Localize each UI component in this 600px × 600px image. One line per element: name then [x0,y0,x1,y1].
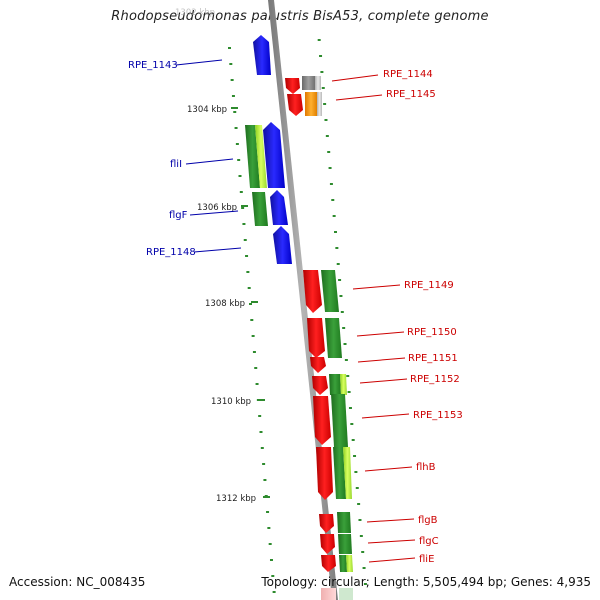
axis-tick-label: 1310 kbp [211,397,251,407]
axis-tick-label: 1302 kbp [175,8,215,18]
gene-arrow-RPE_1148[interactable] [273,226,292,264]
homolog-block [305,92,317,116]
leader-line [357,357,406,363]
gene-label-RPE_1153[interactable]: RPE_1153 [413,410,463,421]
leader-line [352,284,401,290]
gene-arrow-RPE_1149[interactable] [303,270,322,313]
conserved-block [333,447,346,499]
leader-line [361,413,410,419]
conserved-block [255,125,267,188]
gene-arrow-RPE_1153[interactable] [313,396,331,445]
reverse-strand-genes [285,76,353,600]
gene-arrow-fliE[interactable] [321,555,336,572]
accession-label: Accession: [9,575,73,589]
gene-arrow-flgF[interactable] [270,190,288,225]
leader-line [335,94,383,101]
homolog-block [302,76,315,90]
conserved-block [329,374,341,395]
leader-line [331,74,379,82]
conserved-block [325,318,342,358]
genome-title: Rhodopseudomonas palustris BisA53, compl… [111,9,489,24]
axis-tick-label: 1312 kbp [216,494,256,504]
gene-label-RPE_1152[interactable]: RPE_1152 [410,374,460,385]
leader-line [359,378,408,384]
topology-value: circular [321,575,366,589]
gene-arrow-RPE_1143[interactable] [253,35,271,75]
gene-arrow-RPE_1152[interactable] [312,376,328,395]
label-leaders [175,59,416,563]
scale-dashes [228,39,367,593]
gene-labels: RPE_1143 fliI flgF RPE_1148 RPE_1144 RPE… [128,60,463,565]
gene-arrow-RPE_1150[interactable] [307,318,325,358]
conserved-block [252,192,268,226]
accession-info: Accession: NC_008435 [9,575,145,589]
gene-label-RPE_1151[interactable]: RPE_1151 [408,353,458,364]
leader-line [366,518,415,523]
partial-gene-block [321,588,336,600]
gene-label-RPE_1148[interactable]: RPE_1148 [146,247,196,258]
length-label: Length: [373,575,420,589]
conserved-block [340,374,347,395]
gene-label-RPE_1144[interactable]: RPE_1144 [383,69,433,80]
accession-value: NC_008435 [76,575,146,589]
gene-label-flhB[interactable]: flhB [416,462,436,473]
conserved-block [331,394,348,447]
gene-arrow-RPE_1151[interactable] [310,357,326,373]
gene-label-RPE_1149[interactable]: RPE_1149 [404,280,454,291]
leader-line [368,557,416,563]
homolog-block [317,92,322,116]
gene-arrow-RPE_1144[interactable] [285,78,300,94]
conserved-block [337,512,351,533]
leader-line [175,59,223,66]
topology-label: Topology: [261,575,318,589]
genome-stats: Topology: circular; Length: 5,505,494 bp… [261,575,591,589]
genes-label: Genes: [510,575,553,589]
gene-arrow-flhB[interactable] [316,447,333,500]
gene-arrow-fliI[interactable] [263,122,285,188]
conserved-block [338,534,352,554]
conserved-block [321,270,339,312]
gene-arrow-RPE_1145[interactable] [287,94,303,116]
leader-line [364,466,413,472]
gene-label-fliE[interactable]: fliE [419,554,434,565]
genes-value: 4,935 [556,575,591,589]
leader-line [185,158,234,165]
axis-tick-label: 1304 kbp [187,105,227,115]
conserved-block [339,555,347,572]
gene-label-flgB[interactable]: flgB [418,515,438,526]
gene-label-RPE_1143[interactable]: RPE_1143 [128,60,178,71]
leader-line [193,247,242,253]
length-value: 5,505,494 bp [422,575,503,589]
homolog-block [315,76,321,90]
partial-conserved-block [339,588,353,600]
gene-label-RPE_1150[interactable]: RPE_1150 [407,327,457,338]
axis-tick-label: 1306 kbp [197,203,237,213]
leader-line [356,331,405,337]
gene-label-flgF[interactable]: flgF [169,210,188,221]
axis-ticks: 1302 kbp 1304 kbp 1306 kbp 1308 kbp 1310… [175,8,270,504]
forward-strand-genes [245,35,292,264]
gene-label-RPE_1145[interactable]: RPE_1145 [386,89,436,100]
gene-label-flgC[interactable]: flgC [419,536,439,547]
conserved-block [343,447,352,499]
leader-line [189,210,239,216]
gene-arrow-flgB[interactable] [319,514,334,533]
conserved-block [346,555,353,572]
gene-arrow-flgC[interactable] [320,534,335,554]
axis-tick-label: 1308 kbp [205,299,245,309]
leader-line [367,539,416,544]
gene-label-fliI[interactable]: fliI [170,159,182,170]
